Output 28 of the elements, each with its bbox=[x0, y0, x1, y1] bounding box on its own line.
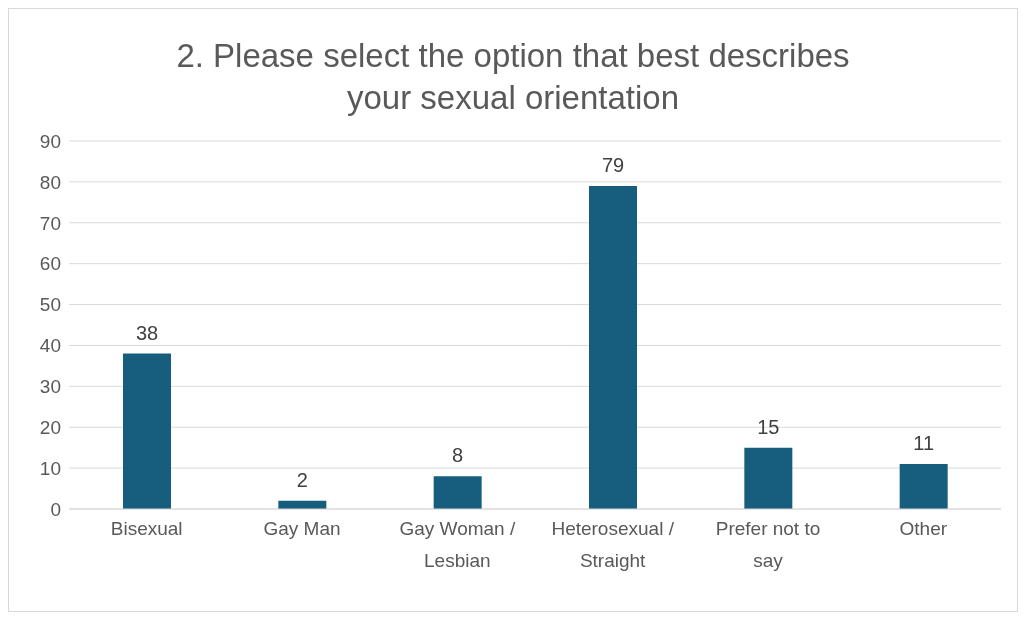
y-tick-label: 20 bbox=[39, 416, 61, 438]
y-tick-label: 70 bbox=[39, 212, 61, 234]
y-tick-label: 10 bbox=[39, 457, 61, 479]
data-label: 15 bbox=[757, 415, 780, 438]
y-tick-label: 0 bbox=[50, 498, 61, 520]
x-tick-label: Prefer not to say bbox=[715, 518, 821, 571]
x-tick-label: Other bbox=[899, 518, 948, 539]
data-label: 11 bbox=[913, 432, 935, 455]
bar bbox=[589, 185, 637, 509]
y-tick-label: 30 bbox=[39, 376, 61, 398]
bar bbox=[123, 353, 171, 509]
data-label: 8 bbox=[452, 444, 464, 467]
bar bbox=[744, 447, 793, 509]
x-tick-label: Heterosexual / Straight bbox=[551, 518, 675, 571]
x-tick-label: Gay Woman / Lesbian bbox=[399, 518, 516, 571]
data-label: 2 bbox=[296, 468, 308, 491]
data-label: 38 bbox=[135, 321, 159, 344]
x-tick-label: Bisexual bbox=[110, 518, 183, 539]
y-tick-label: 50 bbox=[39, 294, 61, 316]
bar bbox=[433, 476, 482, 509]
bar bbox=[899, 464, 948, 509]
y-tick-label: 60 bbox=[39, 253, 61, 275]
data-label: 79 bbox=[601, 153, 625, 176]
x-tick-label: Gay Man bbox=[263, 518, 341, 539]
y-tick-label: 40 bbox=[39, 335, 61, 357]
y-tick-label: 90 bbox=[39, 130, 61, 152]
chart-title: 2. Please select the option that best describes your sexual orientation bbox=[175, 36, 851, 118]
y-tick-label: 80 bbox=[39, 171, 61, 193]
